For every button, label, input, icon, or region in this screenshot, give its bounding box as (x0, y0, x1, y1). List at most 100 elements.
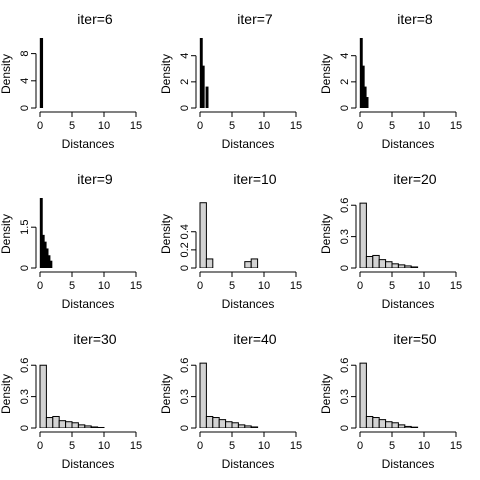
histogram-bar (49, 260, 53, 268)
y-axis-label: Density (319, 214, 333, 254)
y-tick-label: 0.6 (19, 358, 31, 373)
y-axis-label: Density (0, 374, 13, 414)
x-tick-label: 15 (290, 120, 302, 132)
histogram-bar (199, 202, 207, 268)
y-tick-label: 0 (179, 265, 191, 271)
x-tick-label: 5 (69, 280, 75, 292)
y-tick-label: 0 (19, 265, 31, 271)
y-axis-label: Density (159, 54, 173, 94)
x-tick-label: 10 (98, 120, 110, 132)
histogram-bar (391, 422, 399, 428)
x-axis-label: Distances (382, 137, 435, 151)
y-tick-label: 0 (339, 425, 351, 431)
x-tick-label: 0 (197, 440, 203, 452)
panel-title: iter=10 (233, 171, 276, 187)
histogram-bar (244, 425, 252, 428)
histogram-bar (250, 258, 259, 268)
histogram-bar (39, 198, 43, 268)
y-tick-label: 0.3 (339, 229, 351, 244)
x-tick-label: 0 (37, 120, 43, 132)
bars-group (39, 38, 44, 108)
y-tick-label: 0.3 (179, 389, 191, 404)
histogram-panel: iter=50 0 5 10 15 0 0.3 0.6 Distances Density (319, 331, 462, 471)
x-tick-label: 10 (418, 120, 430, 132)
histogram-panel: iter=40 0 5 10 15 0 0.3 0.6 Distances Density (159, 331, 302, 471)
y-axis-label: Density (159, 214, 173, 254)
histogram-bar (410, 426, 419, 428)
y-tick-label: 0.3 (339, 389, 351, 404)
panel-title: iter=6 (77, 11, 113, 27)
histogram-bar (52, 415, 60, 428)
x-axis-label: Distances (222, 457, 275, 471)
x-tick-label: 10 (258, 280, 270, 292)
bars-group (359, 38, 369, 108)
x-tick-label: 0 (357, 440, 363, 452)
y-tick-label: 0 (339, 105, 351, 111)
histogram-bar (404, 265, 412, 268)
x-tick-label: 5 (69, 120, 75, 132)
y-axis-label: Density (319, 54, 333, 94)
x-axis-label: Distances (382, 457, 435, 471)
x-tick-label: 5 (389, 440, 395, 452)
bars-group (199, 362, 259, 428)
histogram-bar (205, 415, 214, 428)
y-tick-label: 0.6 (179, 358, 191, 373)
panel-title: iter=8 (397, 11, 433, 27)
histogram-panel: iter=7 0 5 10 15 0 2 4 Distances Density (159, 11, 302, 151)
y-axis-label: Density (0, 214, 13, 254)
x-tick-label: 5 (69, 440, 75, 452)
histogram-bar (71, 422, 79, 428)
x-tick-label: 10 (418, 440, 430, 452)
panel-title: iter=30 (73, 331, 116, 347)
histogram-bar (385, 421, 393, 428)
panel-title: iter=20 (393, 171, 436, 187)
histogram-bar (244, 261, 252, 268)
histogram-bar (58, 420, 67, 428)
histogram-panel: iter=30 0 5 10 15 0 0.3 0.6 Distances Density (0, 331, 142, 471)
histogram-bar (372, 254, 380, 268)
x-tick-label: 0 (37, 280, 43, 292)
x-tick-label: 0 (357, 280, 363, 292)
histogram-panel: iter=20 0 5 10 15 0 0.3 0.6 Distances Density (319, 171, 462, 311)
histogram-bar (225, 421, 233, 428)
histogram-bar (212, 417, 220, 428)
panel-title: iter=40 (233, 331, 276, 347)
y-tick-label: 0.2 (179, 242, 191, 257)
y-tick-label: 0 (339, 265, 351, 271)
x-tick-label: 10 (258, 120, 270, 132)
x-tick-label: 15 (450, 280, 462, 292)
bars-group (199, 202, 259, 268)
histogram-bar (378, 419, 387, 428)
x-tick-label: 0 (197, 280, 203, 292)
y-tick-label: 0 (179, 425, 191, 431)
histogram-bar (77, 424, 86, 428)
histogram-bar (397, 424, 406, 428)
x-tick-label: 15 (290, 440, 302, 452)
histogram-panel: iter=9 0 5 10 15 0 1.5 Distances Density (0, 171, 142, 311)
x-tick-label: 15 (130, 280, 142, 292)
y-tick-label: 4 (339, 53, 351, 59)
histogram-bar (65, 421, 73, 428)
x-tick-label: 10 (98, 280, 110, 292)
histogram-panel: iter=6 0 5 10 15 0 4 8 Distances Density (0, 11, 142, 151)
bars-group (199, 38, 209, 108)
x-tick-label: 0 (197, 120, 203, 132)
histogram-bar (39, 38, 44, 108)
x-axis-label: Distances (382, 297, 435, 311)
histogram-bar (84, 425, 92, 428)
x-axis-label: Distances (62, 457, 115, 471)
histogram-bar (39, 364, 47, 428)
x-tick-label: 15 (450, 440, 462, 452)
y-axis-label: Density (319, 374, 333, 414)
histogram-bar (237, 424, 246, 428)
panel-title: iter=50 (393, 331, 436, 347)
y-tick-label: 0 (19, 105, 31, 111)
histogram-bar (385, 261, 393, 268)
histogram-bar (391, 263, 399, 268)
histogram-bar (372, 417, 380, 428)
histogram-panel: iter=10 0 5 10 15 0 0.2 0.4 Distances Density (159, 171, 302, 311)
bars-group (359, 202, 419, 268)
y-tick-label: 0.6 (339, 358, 351, 373)
